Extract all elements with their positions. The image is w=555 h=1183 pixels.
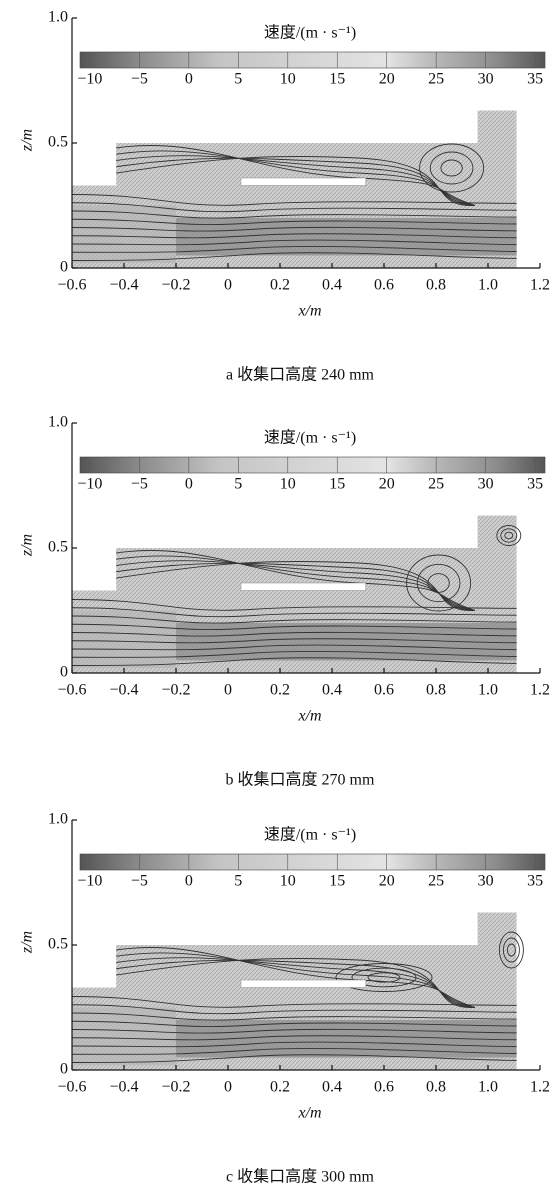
colorbar-tick-label: 10 bbox=[280, 873, 296, 890]
x-axis-label: x/m bbox=[297, 708, 321, 725]
x-tick-label: 0 bbox=[224, 277, 232, 294]
colorbar-tick-label: 5 bbox=[234, 71, 242, 88]
x-tick-label: −0.4 bbox=[109, 277, 138, 294]
x-tick-label: −0.4 bbox=[109, 1079, 138, 1096]
plate bbox=[241, 178, 366, 186]
colorbar-tick-label: 35 bbox=[527, 71, 543, 88]
colorbar-tick-label: 0 bbox=[185, 873, 193, 890]
colorbar-tick-label: −10 bbox=[77, 476, 102, 493]
y-axis-label: z/m bbox=[19, 534, 36, 557]
colorbar-tick-label: 0 bbox=[185, 71, 193, 88]
colorbar-tick-label: 5 bbox=[234, 476, 242, 493]
y-axis-label: z/m bbox=[19, 931, 36, 954]
x-tick-label: −0.6 bbox=[57, 1079, 86, 1096]
y-tick-label: 0.5 bbox=[48, 134, 68, 151]
x-tick-label: 0.4 bbox=[322, 1079, 342, 1096]
x-tick-label: 1.0 bbox=[478, 682, 498, 699]
colorbar-tick-label: 15 bbox=[329, 71, 345, 88]
colorbar-tick-label: 30 bbox=[478, 476, 494, 493]
colorbar-tick-label: 20 bbox=[379, 873, 395, 890]
colorbar-tick-label: 15 bbox=[329, 873, 345, 890]
x-tick-label: 0.2 bbox=[270, 682, 290, 699]
colorbar-tick-label: 15 bbox=[329, 476, 345, 493]
colorbar-tick-label: 10 bbox=[280, 476, 296, 493]
x-tick-label: −0.2 bbox=[161, 682, 190, 699]
plate bbox=[241, 583, 366, 591]
x-tick-label: 0.2 bbox=[270, 277, 290, 294]
y-tick-label: 0.5 bbox=[48, 539, 68, 556]
colorbar-tick-label: 35 bbox=[527, 476, 543, 493]
x-tick-label: 1.2 bbox=[530, 682, 550, 699]
x-tick-label: 0.6 bbox=[374, 1079, 394, 1096]
x-tick-label: 1.0 bbox=[478, 277, 498, 294]
inlet-jet bbox=[72, 206, 176, 264]
colorbar-title: 速度/(m · s⁻¹) bbox=[264, 429, 356, 447]
colorbar-tick-label: 20 bbox=[379, 71, 395, 88]
colorbar-tick-label: −5 bbox=[131, 873, 148, 890]
x-tick-label: 0 bbox=[224, 1079, 232, 1096]
colorbar-tick-label: −5 bbox=[131, 71, 148, 88]
colorbar-tick-label: 30 bbox=[478, 71, 494, 88]
caption: b 收集口高度 270 mm bbox=[226, 771, 375, 789]
panel: −0.6 −0.4 −0.2 0 0.2 0.4 0.6 0.8 1.0 1.2 0 0.5 1.0 −1… bbox=[19, 811, 550, 1183]
colorbar-tick-label: 35 bbox=[527, 873, 543, 890]
x-tick-label: −0.4 bbox=[109, 682, 138, 699]
y-tick-label: 1.0 bbox=[48, 414, 68, 431]
colorbar-title: 速度/(m · s⁻¹) bbox=[264, 826, 356, 844]
x-tick-label: −0.6 bbox=[57, 682, 86, 699]
inlet-jet bbox=[72, 1008, 176, 1066]
y-tick-label: 0 bbox=[60, 1061, 68, 1078]
x-tick-label: 1.2 bbox=[530, 277, 550, 294]
panel: −0.6 −0.4 −0.2 0 0.2 0.4 0.6 0.8 1.0 1.2 0 0.5 1.0 −1… bbox=[19, 414, 550, 789]
inlet-jet bbox=[72, 611, 176, 669]
colorbar-tick-label: 25 bbox=[428, 476, 444, 493]
x-tick-label: −0.6 bbox=[57, 277, 86, 294]
colorbar bbox=[80, 457, 545, 473]
colorbar-tick-label: −10 bbox=[77, 71, 102, 88]
x-tick-label: 1.2 bbox=[530, 1079, 550, 1096]
x-tick-label: 1.0 bbox=[478, 1079, 498, 1096]
x-tick-label: −0.2 bbox=[161, 277, 190, 294]
x-axis-label: x/m bbox=[297, 303, 321, 320]
colorbar-title: 速度/(m · s⁻¹) bbox=[264, 24, 356, 42]
x-tick-label: 0.6 bbox=[374, 277, 394, 294]
panel: −0.6 −0.4 −0.2 0 0.2 0.4 0.6 0.8 1.0 1.2 0 0.5 1.0 −1… bbox=[19, 9, 550, 384]
colorbar-tick-label: 10 bbox=[280, 71, 296, 88]
x-tick-label: 0.2 bbox=[270, 1079, 290, 1096]
x-tick-label: 0 bbox=[224, 682, 232, 699]
colorbar bbox=[80, 854, 545, 870]
y-axis-label: z/m bbox=[19, 129, 36, 152]
x-tick-label: 0.4 bbox=[322, 277, 342, 294]
y-tick-label: 0.5 bbox=[48, 936, 68, 953]
colorbar bbox=[80, 52, 545, 68]
y-tick-label: 1.0 bbox=[48, 811, 68, 828]
figure: −0.6 −0.4 −0.2 0 0.2 0.4 0.6 0.8 1.0 1.2 0 0.5 1.0 −1… bbox=[0, 0, 555, 1183]
colorbar-tick-label: 5 bbox=[234, 873, 242, 890]
x-tick-label: 0.8 bbox=[426, 277, 446, 294]
x-tick-label: 0.8 bbox=[426, 1079, 446, 1096]
plate bbox=[241, 980, 366, 988]
x-axis-label: x/m bbox=[297, 1105, 321, 1122]
colorbar-tick-label: 25 bbox=[428, 873, 444, 890]
y-tick-label: 0 bbox=[60, 664, 68, 681]
x-tick-label: −0.2 bbox=[161, 1079, 190, 1096]
colorbar-tick-label: −5 bbox=[131, 476, 148, 493]
y-tick-label: 0 bbox=[60, 259, 68, 276]
colorbar-tick-label: 20 bbox=[379, 476, 395, 493]
colorbar-tick-label: 30 bbox=[478, 873, 494, 890]
x-tick-label: 0.8 bbox=[426, 682, 446, 699]
colorbar-tick-label: 0 bbox=[185, 476, 193, 493]
colorbar-tick-label: −10 bbox=[77, 873, 102, 890]
x-tick-label: 0.4 bbox=[322, 682, 342, 699]
caption: a 收集口高度 240 mm bbox=[226, 366, 375, 384]
caption: c 收集口高度 300 mm bbox=[226, 1168, 375, 1183]
y-tick-label: 1.0 bbox=[48, 9, 68, 26]
colorbar-tick-label: 25 bbox=[428, 71, 444, 88]
x-tick-label: 0.6 bbox=[374, 682, 394, 699]
